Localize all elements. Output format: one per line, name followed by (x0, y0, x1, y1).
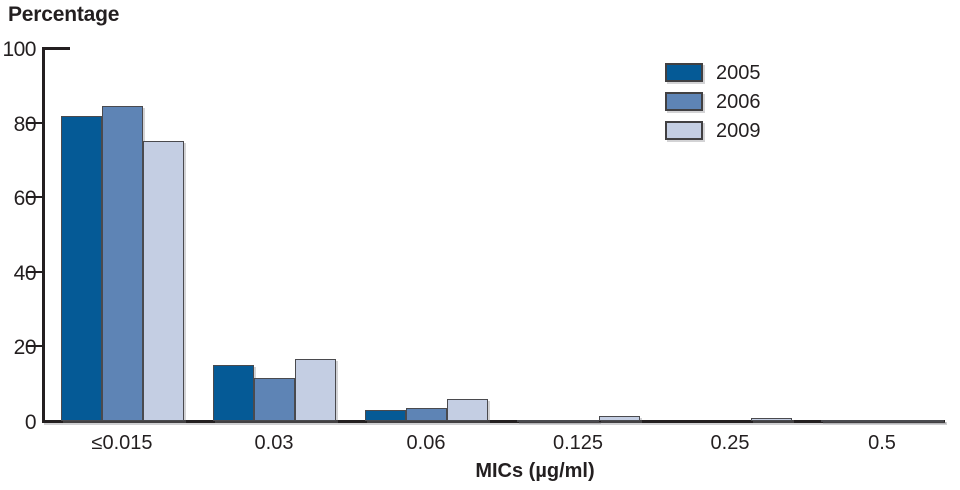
y-axis-top-cap (42, 47, 70, 50)
x-axis-title: MICs (µg/ml) (475, 460, 595, 482)
bar (60, 116, 102, 421)
bar (405, 408, 447, 421)
x-axis-line (42, 420, 945, 423)
legend: 2005 2006 2009 (665, 63, 761, 150)
y-tick-mark (26, 345, 42, 348)
chart-title: Percentage (8, 3, 120, 26)
bar (101, 106, 143, 421)
bar (142, 141, 184, 421)
bar (446, 399, 488, 421)
legend-label: 2009 (716, 119, 761, 142)
bar (253, 378, 295, 421)
legend-swatch (665, 121, 703, 140)
bar (820, 420, 862, 422)
y-tick-label: 60 (13, 187, 37, 211)
y-tick-label: 80 (13, 112, 37, 136)
legend-swatch (665, 63, 703, 82)
x-category-label: 0.5 (868, 432, 896, 454)
x-category-label: 0.03 (254, 432, 294, 454)
legend-label: 2005 (716, 61, 761, 84)
bar (294, 359, 336, 421)
bar (364, 410, 406, 421)
y-tick-mark (26, 270, 42, 273)
x-category-label: ≤0.015 (91, 432, 153, 454)
bar (212, 365, 254, 421)
x-category-label: 0.25 (710, 432, 750, 454)
bar (598, 416, 640, 421)
bar (557, 420, 599, 422)
y-tick-label: 100 (2, 38, 36, 61)
legend-label: 2006 (716, 90, 761, 113)
bar (750, 418, 792, 421)
bar (902, 420, 944, 422)
y-tick-label: 40 (13, 261, 37, 285)
x-category-label: 0.125 (552, 432, 604, 454)
y-tick-label: 20 (13, 336, 37, 360)
legend-item: 2005 (665, 61, 761, 84)
y-axis-line (42, 47, 45, 423)
legend-item: 2006 (665, 90, 761, 113)
y-tick-label: 0 (24, 411, 37, 434)
bar (861, 420, 903, 422)
bar (516, 420, 558, 422)
legend-item: 2009 (665, 119, 761, 142)
y-tick-mark (26, 196, 42, 199)
x-category-label: 0.06 (406, 432, 446, 454)
y-tick-mark (26, 121, 42, 124)
legend-swatch (665, 92, 703, 111)
